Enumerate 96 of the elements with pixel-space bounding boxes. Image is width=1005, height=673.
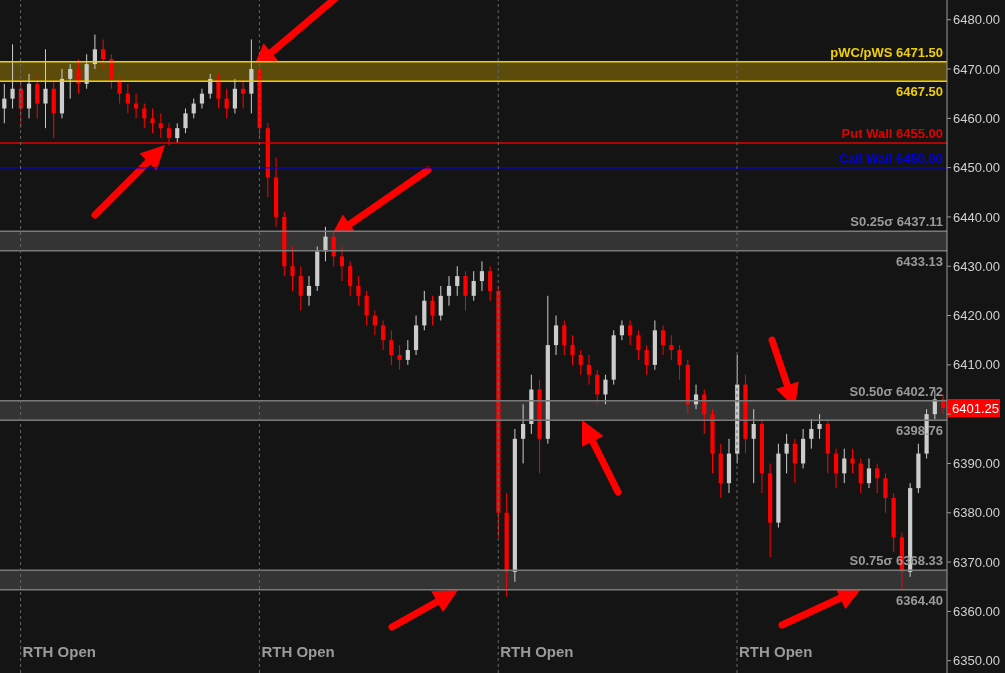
y-tick-label: 6420.00 bbox=[953, 308, 1000, 324]
candlestick bbox=[142, 103, 147, 129]
candlestick bbox=[389, 329, 394, 366]
y-tick-label: 6440.00 bbox=[953, 209, 1000, 225]
candlestick bbox=[117, 73, 122, 105]
ref-line-label: Put Wall 6455.00 bbox=[841, 125, 943, 141]
candlestick bbox=[669, 334, 674, 361]
candlestick bbox=[348, 260, 353, 297]
candlestick bbox=[339, 246, 345, 282]
y-tick-label: 6370.00 bbox=[953, 554, 1000, 570]
candlestick bbox=[479, 260, 485, 292]
annotation: RTH Open bbox=[739, 643, 813, 660]
candlestick bbox=[216, 73, 221, 109]
candlestick bbox=[446, 275, 452, 307]
candlestick bbox=[553, 315, 559, 356]
y-tick-label: 6430.00 bbox=[953, 258, 1000, 274]
candlestick bbox=[784, 433, 789, 474]
candlestick bbox=[858, 458, 863, 494]
y-tick-label: 6380.00 bbox=[953, 505, 1000, 521]
candlestick bbox=[101, 38, 106, 70]
candlestick bbox=[578, 349, 583, 376]
candlestick bbox=[455, 265, 460, 297]
candlestick bbox=[430, 295, 435, 326]
candlestick bbox=[306, 275, 312, 307]
candlestick bbox=[850, 448, 855, 474]
y-tick-label: 6480.00 bbox=[953, 12, 1000, 28]
text: 6401.25 bbox=[952, 400, 999, 416]
candlestick bbox=[628, 319, 633, 346]
candlestick bbox=[150, 107, 155, 134]
annotation: RTH Open bbox=[22, 643, 96, 660]
y-tick-label: 6350.00 bbox=[953, 653, 1000, 669]
candlestick bbox=[364, 290, 369, 326]
ref-line-label: S0.25σ 6437.11 bbox=[850, 214, 943, 230]
y-tick-label: 6390.00 bbox=[953, 456, 1000, 472]
y-tick-label: 6410.00 bbox=[953, 357, 1000, 373]
candlestick bbox=[241, 78, 246, 109]
candlestick bbox=[290, 246, 295, 292]
y-tick-label: 6470.00 bbox=[953, 61, 1000, 77]
candlestick bbox=[356, 275, 361, 307]
candlestick bbox=[842, 448, 847, 484]
candlestick bbox=[35, 73, 40, 119]
candlestick bbox=[619, 319, 625, 341]
candlestick bbox=[875, 462, 880, 494]
ref-line-label: 6364.40 bbox=[896, 592, 943, 608]
candlestick bbox=[521, 403, 526, 464]
candlestick bbox=[809, 418, 814, 450]
y-tick-label: 6360.00 bbox=[953, 603, 1000, 619]
candlestick bbox=[92, 34, 98, 70]
ref-line-label: 6433.13 bbox=[896, 253, 943, 269]
candlestick bbox=[381, 319, 386, 351]
candlestick bbox=[570, 334, 575, 366]
candlestick bbox=[199, 88, 205, 109]
candlestick bbox=[792, 438, 797, 484]
ref-line-label: Call Wall 6450.00 bbox=[838, 150, 943, 166]
candlestick bbox=[84, 53, 89, 90]
candlestick bbox=[595, 369, 600, 405]
candlestick bbox=[866, 458, 872, 489]
candlestick bbox=[76, 58, 81, 95]
candlestick bbox=[833, 448, 839, 489]
candlestick bbox=[183, 107, 188, 134]
candlestick bbox=[232, 78, 237, 114]
y-tick-label: 6460.00 bbox=[953, 110, 1000, 126]
candlestick bbox=[10, 43, 15, 109]
candlestick bbox=[644, 344, 649, 376]
candlestick bbox=[438, 285, 443, 321]
candlestick bbox=[125, 83, 130, 114]
candlestick bbox=[323, 226, 328, 262]
candlestick bbox=[603, 374, 608, 405]
candlestick bbox=[586, 354, 592, 386]
candlestick bbox=[158, 112, 163, 139]
candlestick bbox=[817, 413, 822, 440]
annotation: RTH Open bbox=[261, 643, 335, 660]
annotation: RTH Open bbox=[500, 643, 574, 660]
candlestick bbox=[471, 270, 476, 302]
candlestick bbox=[562, 319, 567, 356]
y-tick-label: 6450.00 bbox=[953, 160, 1000, 176]
ref-line-label: 6467.50 bbox=[896, 84, 943, 100]
candlestick bbox=[702, 389, 707, 435]
candlestick bbox=[109, 53, 114, 90]
ref-line-label: pWC/pWS 6471.50 bbox=[830, 44, 943, 60]
candlestick bbox=[298, 265, 303, 312]
candlestick bbox=[463, 270, 468, 312]
candlestick bbox=[208, 73, 213, 100]
candlestick bbox=[751, 408, 756, 484]
candlestick bbox=[166, 122, 172, 146]
candlestick bbox=[43, 48, 48, 129]
candlestick bbox=[661, 324, 666, 356]
candlestick bbox=[883, 472, 888, 514]
candlestick bbox=[397, 344, 402, 371]
ref-line-label: S0.50σ 6402.72 bbox=[849, 383, 943, 399]
candlestick bbox=[405, 339, 410, 366]
candlestick bbox=[636, 329, 641, 361]
candlestick bbox=[175, 122, 180, 144]
candlestick bbox=[488, 265, 493, 302]
candlestick bbox=[68, 63, 73, 100]
candlestick bbox=[677, 344, 682, 381]
